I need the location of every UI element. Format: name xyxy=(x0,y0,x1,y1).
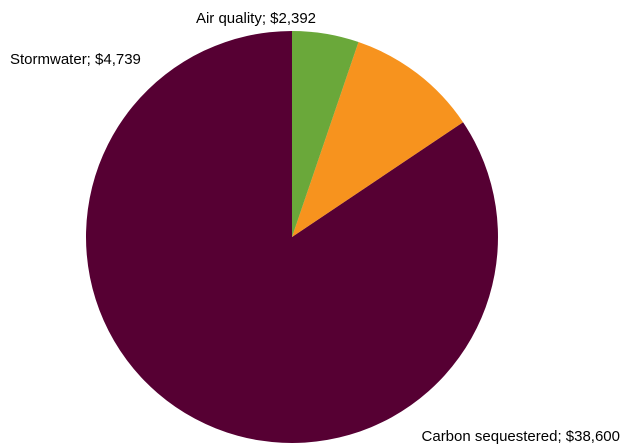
slice-label-air-quality: Air quality; $2,392 xyxy=(196,10,316,27)
slice-label-stormwater: Stormwater; $4,739 xyxy=(10,51,141,68)
pie-slices xyxy=(85,31,498,443)
pie-slice-air-quality xyxy=(292,31,359,237)
pie-slice-carbon-sequestered xyxy=(85,31,498,443)
slice-label-carbon-sequestered: Carbon sequestered; $38,600 xyxy=(422,428,620,444)
pie-slice-stormwater xyxy=(292,42,464,237)
pie-labels: Carbon sequestered; $38,600 Stormwater; … xyxy=(10,10,620,444)
